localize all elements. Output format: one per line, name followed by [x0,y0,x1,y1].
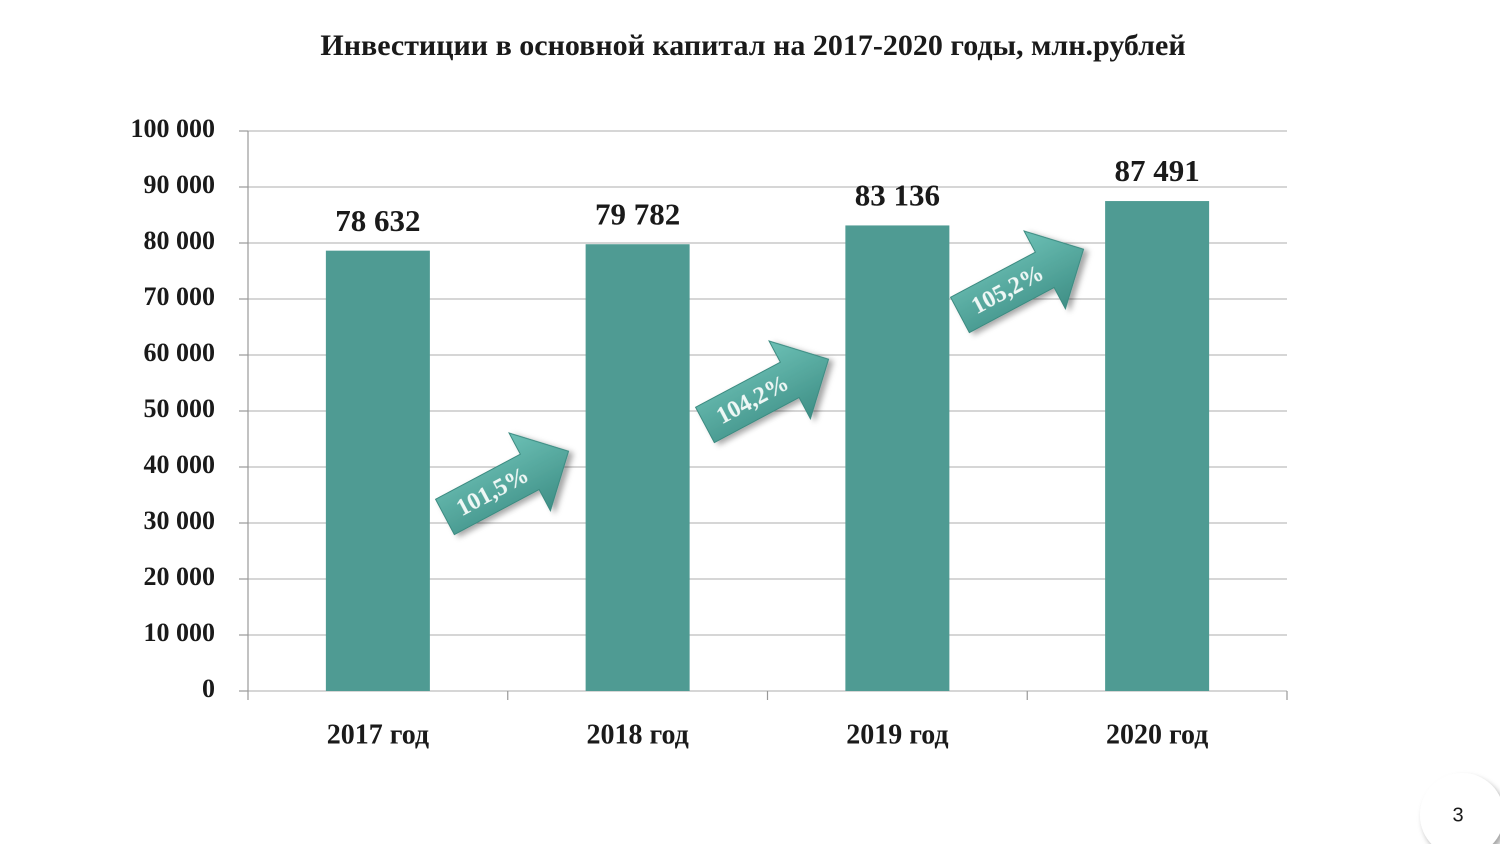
growth-arrow: 104,2% [694,340,830,444]
value-label: 79 782 [595,196,680,231]
growth-arrow: 101,5% [434,432,570,536]
page-circle [1420,773,1500,844]
y-tick-label: 100 000 [131,114,216,143]
y-tick-label: 60 000 [144,338,216,367]
bar [325,250,430,691]
y-tick-label: 40 000 [144,450,216,479]
y-tick-label: 30 000 [144,506,216,535]
chart-title: Инвестиции в основной капитал на 2017-20… [320,29,1185,62]
y-tick-label: 70 000 [144,282,216,311]
y-tick-label: 50 000 [144,394,216,423]
x-tick-label: 2017 год [327,719,429,750]
growth-arrow: 105,2% [949,230,1085,334]
page-number: 3 [1452,804,1463,826]
bar [845,225,950,691]
bar [1105,201,1210,691]
page-badge: 3 [1420,773,1500,844]
plot-area: 0 10 000 20 000 30 000 40 000 50 000 60 000 70 … [131,114,1288,750]
x-tick-label: 2018 год [586,719,688,750]
arrows: 101,5% 104,2% 105,2% [434,230,1085,536]
x-tick-label: 2020 год [1106,719,1208,750]
y-tick-label: 10 000 [144,618,216,647]
value-label: 78 632 [335,203,420,238]
value-label: 83 136 [855,178,940,213]
y-tick-label: 90 000 [144,170,216,199]
y-tick-label: 0 [202,674,215,703]
y-tick-label: 80 000 [144,226,216,255]
y-tick-label: 20 000 [144,562,216,591]
x-tick-label: 2019 год [846,719,948,750]
bar [585,244,690,691]
value-label: 87 491 [1115,153,1200,188]
